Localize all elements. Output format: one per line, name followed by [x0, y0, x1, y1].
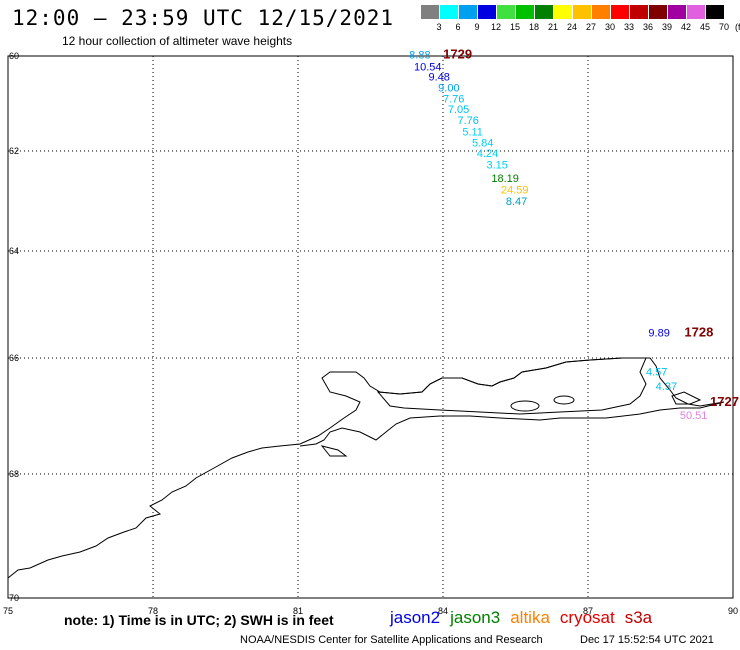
page-title: 12:00 — 23:59 UTC 12/15/2021: [12, 6, 395, 30]
legend-label: 39: [661, 22, 672, 32]
wave-height-value: 10.54: [414, 61, 442, 73]
legend-swatch: [630, 5, 649, 19]
legend-swatch: [478, 5, 497, 19]
legend-swatch: [459, 5, 478, 19]
legend-swatch: [573, 5, 592, 19]
legend-label: 45: [699, 22, 710, 32]
page-subtitle: 12 hour collection of altimeter wave hei…: [62, 34, 293, 48]
wave-height-value: 5.11: [462, 126, 483, 138]
legend-label: 33: [623, 22, 634, 32]
wave-height-value: 50.51: [680, 410, 708, 422]
legend-label: 3: [436, 22, 442, 32]
lat-tick-label: 62: [9, 146, 19, 156]
legend-label: 9: [474, 22, 480, 32]
legend-label: 27: [585, 22, 596, 32]
legend-label: 18: [528, 22, 539, 32]
wave-height-value: 4.57: [646, 366, 667, 378]
lon-tick-label: 75: [3, 606, 13, 616]
legend-label: 30: [604, 22, 615, 32]
satellite-altika: altika: [510, 608, 550, 627]
legend-unit: (ft): [735, 22, 740, 32]
legend-swatch: [440, 5, 459, 19]
lat-tick-label: 60: [9, 51, 19, 61]
wave-height-value: 7.76: [443, 94, 464, 106]
legend-swatch: [421, 5, 440, 19]
wave-height-value: 9.89: [648, 328, 669, 340]
satellite-jason3: jason3: [450, 608, 501, 627]
wave-height-value: 4.37: [656, 381, 677, 393]
legend-label: 24: [566, 22, 577, 32]
legend-swatch: [554, 5, 573, 19]
wave-height-value: 4.24: [477, 148, 498, 160]
generated-timestamp: Dec 17 15:52:54 UTC 2021: [580, 634, 714, 646]
satellite-s3a: s3a: [624, 608, 653, 627]
wave-height-value: 5.84: [472, 137, 493, 149]
legend-label: 21: [547, 22, 558, 32]
wave-height-value: 8.88: [409, 49, 430, 61]
wave-height-value: 24.59: [501, 185, 529, 197]
credit-text: NOAA/NESDIS Center for Satellite Applica…: [240, 634, 543, 646]
lon-tick-label: 87: [583, 606, 593, 616]
island-outline: [320, 445, 348, 457]
lat-tick-label: 68: [9, 469, 19, 479]
legend-label: 70: [718, 22, 729, 32]
island-outline: [553, 395, 575, 405]
map-frame: [7, 55, 734, 599]
legend-swatch: [668, 5, 687, 19]
legend-label: 15: [509, 22, 520, 32]
track-time-label: 1729: [443, 46, 472, 61]
satellite-jason2: jason2: [390, 608, 441, 627]
legend-swatch: [687, 5, 706, 19]
wave-height-value: 9.00: [438, 83, 459, 95]
legend-swatch: [497, 5, 516, 19]
lat-tick-label: 66: [9, 353, 19, 363]
wave-height-value: 7.05: [448, 104, 469, 116]
wave-height-value: 3.15: [487, 160, 508, 172]
satellite-cryosat: cryosat: [559, 608, 615, 627]
wave-height-value: 8.47: [506, 196, 527, 208]
lat-tick-label: 64: [9, 246, 19, 256]
legend-swatch: [516, 5, 535, 19]
wave-height-value: 9.48: [429, 72, 450, 84]
lat-tick-label: 70: [9, 593, 19, 603]
footer-note: note: 1) Time is in UTC; 2) SWH is in fe…: [64, 612, 334, 628]
legend-label: 42: [680, 22, 691, 32]
island-outline: [510, 400, 540, 412]
legend-swatch: [706, 5, 725, 19]
legend-swatch: [535, 5, 554, 19]
legend-label: 36: [642, 22, 653, 32]
island-outline: [671, 391, 702, 405]
lon-tick-label: 81: [293, 606, 303, 616]
wave-height-value: 7.76: [458, 115, 479, 127]
wave-height-value: 18.19: [491, 173, 519, 185]
track-time-label: 1727: [710, 394, 739, 409]
track-time-label: 1728: [684, 325, 713, 340]
lon-tick-label: 84: [438, 606, 448, 616]
satellite-legend: jason2 jason3 altika cryosat s3a: [390, 608, 662, 628]
coastline: [7, 357, 725, 579]
legend-label: 12: [490, 22, 501, 32]
legend-swatch: [649, 5, 668, 19]
lon-tick-label: 90: [728, 606, 738, 616]
peninsula-outline: [376, 357, 647, 415]
lon-tick-label: 78: [148, 606, 158, 616]
legend-swatch: [611, 5, 630, 19]
legend-swatch: [592, 5, 611, 19]
legend-label: 6: [455, 22, 461, 32]
